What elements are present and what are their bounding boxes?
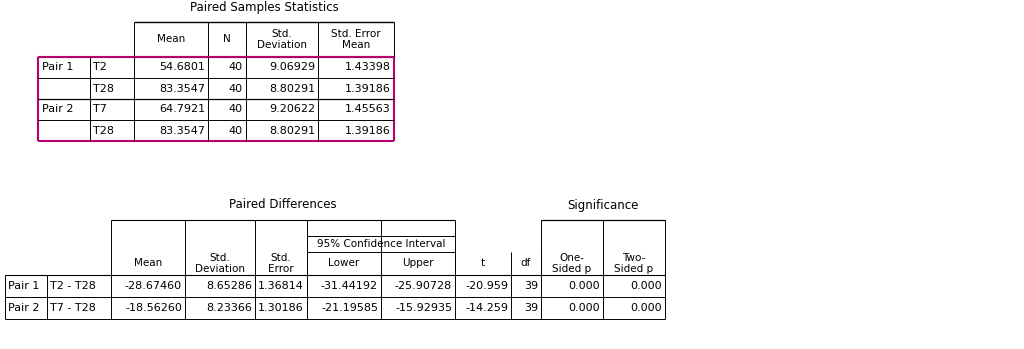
Text: Significance: Significance	[567, 199, 639, 211]
Text: 39: 39	[524, 303, 538, 313]
Text: 83.3547: 83.3547	[159, 126, 205, 135]
Text: -20.959: -20.959	[465, 281, 508, 291]
Text: 8.80291: 8.80291	[269, 126, 315, 135]
Text: N: N	[223, 35, 230, 45]
Text: 1.30186: 1.30186	[258, 303, 304, 313]
Text: Lower: Lower	[329, 259, 359, 268]
Text: 54.6801: 54.6801	[159, 62, 205, 73]
Text: Upper: Upper	[402, 259, 434, 268]
Text: 0.000: 0.000	[631, 303, 662, 313]
Text: Pair 1: Pair 1	[8, 281, 39, 291]
Text: Std.
Deviation: Std. Deviation	[257, 29, 307, 50]
Text: Paired Samples Statistics: Paired Samples Statistics	[189, 1, 338, 15]
Text: Std.
Deviation: Std. Deviation	[195, 253, 245, 274]
Text: 95% Confidence Interval: 95% Confidence Interval	[316, 239, 445, 249]
Text: Mean: Mean	[157, 35, 185, 45]
Text: 1.43398: 1.43398	[345, 62, 391, 73]
Text: Two-
Sided p: Two- Sided p	[614, 253, 653, 274]
Text: 1.45563: 1.45563	[345, 104, 391, 114]
Text: 40: 40	[229, 104, 243, 114]
Text: -28.67460: -28.67460	[125, 281, 182, 291]
Text: 1.39186: 1.39186	[345, 126, 391, 135]
Text: 1.36814: 1.36814	[258, 281, 304, 291]
Text: 39: 39	[524, 281, 538, 291]
Text: df: df	[521, 259, 531, 268]
Text: One-
Sided p: One- Sided p	[552, 253, 592, 274]
Text: 40: 40	[229, 83, 243, 94]
Text: 64.7921: 64.7921	[159, 104, 205, 114]
Text: -14.259: -14.259	[465, 303, 508, 313]
Text: T28: T28	[93, 83, 114, 94]
Text: T2 - T28: T2 - T28	[50, 281, 96, 291]
Text: 8.65286: 8.65286	[206, 281, 252, 291]
Text: -18.56260: -18.56260	[125, 303, 182, 313]
Text: -25.90728: -25.90728	[394, 281, 452, 291]
Text: Paired Differences: Paired Differences	[229, 199, 337, 211]
Text: 1.39186: 1.39186	[345, 83, 391, 94]
Text: Std.
Error: Std. Error	[268, 253, 294, 274]
Text: 9.06929: 9.06929	[269, 62, 315, 73]
Text: -21.19585: -21.19585	[321, 303, 378, 313]
Text: -15.92935: -15.92935	[395, 303, 452, 313]
Text: 8.23366: 8.23366	[206, 303, 252, 313]
Text: -31.44192: -31.44192	[321, 281, 378, 291]
Text: T28: T28	[93, 126, 114, 135]
Text: 40: 40	[229, 126, 243, 135]
Text: T7 - T28: T7 - T28	[50, 303, 96, 313]
Text: 0.000: 0.000	[631, 281, 662, 291]
Text: 0.000: 0.000	[568, 281, 600, 291]
Text: Mean: Mean	[134, 259, 162, 268]
Text: Std. Error
Mean: Std. Error Mean	[331, 29, 381, 50]
Text: 83.3547: 83.3547	[159, 83, 205, 94]
Text: T2: T2	[93, 62, 106, 73]
Text: T7: T7	[93, 104, 106, 114]
Text: 9.20622: 9.20622	[269, 104, 315, 114]
Text: Pair 2: Pair 2	[42, 104, 74, 114]
Text: Pair 2: Pair 2	[8, 303, 40, 313]
Text: 40: 40	[229, 62, 243, 73]
Text: 8.80291: 8.80291	[269, 83, 315, 94]
Text: Pair 1: Pair 1	[42, 62, 74, 73]
Text: 0.000: 0.000	[568, 303, 600, 313]
Text: t: t	[481, 259, 485, 268]
